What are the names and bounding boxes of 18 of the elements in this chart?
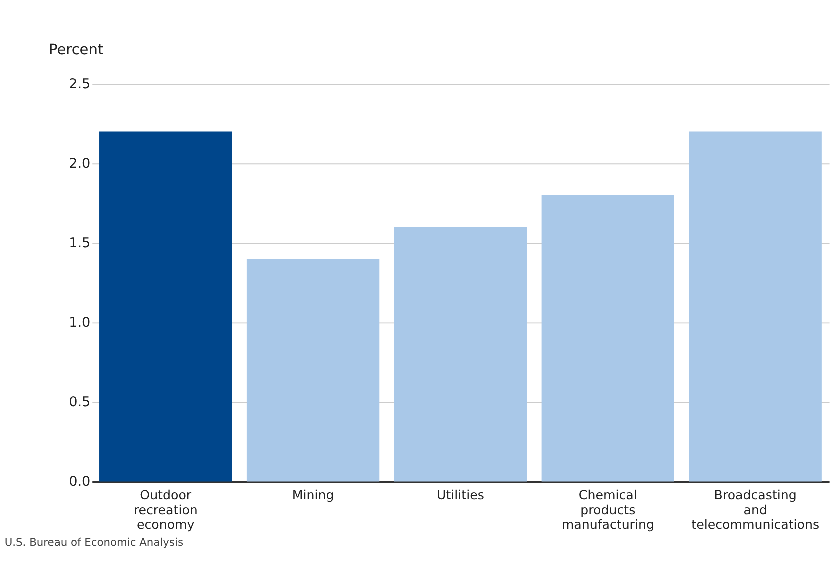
y-tick-label: 0.5 [69,394,91,411]
y-tick-label: 2.5 [69,76,91,92]
x-tick-label: Mining [292,488,334,503]
x-tick-label: Outdoor recreation economy [134,488,198,532]
bar [394,227,528,482]
x-tick-label: Chemical products manufacturing [562,488,654,532]
x-tick-label: Utilities [437,488,484,503]
x-tick-label: Broadcasting and telecommunications [692,488,820,532]
bar [246,259,380,482]
y-tick-label: 1.5 [69,236,91,252]
y-tick-label: 1.0 [69,315,91,332]
bar [100,132,232,482]
y-tick-label: 0.0 [69,474,91,490]
y-axis-title: Percent [48,42,104,59]
bar [689,132,822,482]
y-tick-label: 2.0 [69,156,91,172]
bar [542,195,674,482]
text: U.S. Bureau of Economic Analysis [4,536,184,549]
